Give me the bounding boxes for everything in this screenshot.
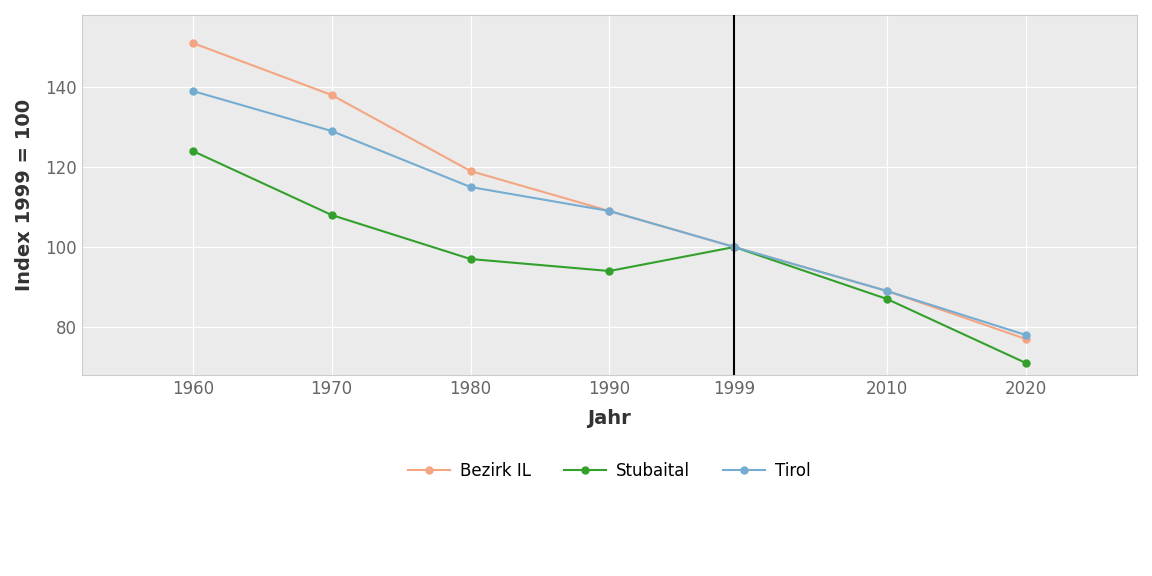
- Bezirk IL: [463, 168, 477, 175]
- Bezirk IL: [602, 207, 616, 214]
- Tirol: [602, 207, 616, 214]
- Bezirk IL: [880, 287, 894, 294]
- Stubaital: [325, 211, 339, 218]
- Tirol: [880, 287, 894, 294]
- Stubaital: [185, 147, 199, 154]
- Tirol: [185, 88, 199, 94]
- Line: Tirol: Tirol: [189, 88, 1030, 339]
- Stubaital: [602, 268, 616, 275]
- Line: Stubaital: Stubaital: [189, 147, 1030, 366]
- Stubaital: [1020, 359, 1033, 366]
- Bezirk IL: [325, 92, 339, 98]
- Legend: Bezirk IL, Stubaital, Tirol: Bezirk IL, Stubaital, Tirol: [402, 456, 817, 487]
- Line: Bezirk IL: Bezirk IL: [189, 40, 1030, 343]
- X-axis label: Jahr: Jahr: [588, 409, 631, 428]
- Tirol: [1020, 332, 1033, 339]
- Bezirk IL: [185, 40, 199, 47]
- Bezirk IL: [1020, 336, 1033, 343]
- Bezirk IL: [727, 244, 741, 251]
- Tirol: [325, 127, 339, 134]
- Tirol: [727, 244, 741, 251]
- Stubaital: [880, 295, 894, 302]
- Tirol: [463, 184, 477, 191]
- Stubaital: [463, 256, 477, 263]
- Stubaital: [727, 244, 741, 251]
- Y-axis label: Index 1999 = 100: Index 1999 = 100: [15, 99, 35, 291]
